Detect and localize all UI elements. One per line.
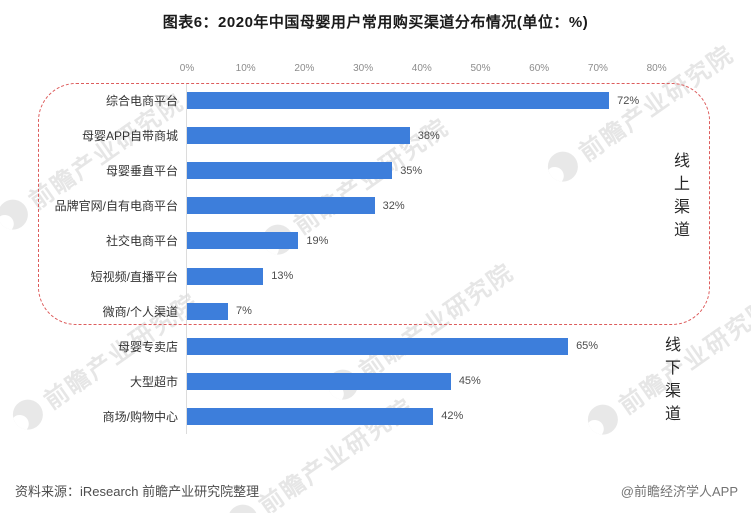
bar bbox=[187, 232, 299, 250]
bar-row: 社交电商平台 19% bbox=[0, 223, 711, 258]
category-label: 品牌官网/自有电商平台 bbox=[54, 199, 178, 214]
x-axis-tick-label: 80% bbox=[646, 63, 667, 74]
bar-row: 大型超市 45% bbox=[0, 364, 711, 399]
value-label: 65% bbox=[576, 340, 599, 353]
bar bbox=[187, 407, 434, 425]
bar-row: 商场/购物中心 42% bbox=[0, 399, 711, 434]
x-axis: 0% 10% 20% 30% 40% 50% 60% 70% 80% bbox=[180, 63, 667, 77]
category-label: 短视频/直播平台 bbox=[90, 269, 178, 284]
value-label: 13% bbox=[271, 270, 294, 283]
bar-row: 短视频/直播平台 13% bbox=[0, 258, 711, 293]
credit-note: @前瞻经济学人APP bbox=[620, 484, 738, 499]
value-label: 7% bbox=[236, 305, 252, 318]
x-axis-tick-label: 50% bbox=[470, 63, 491, 74]
value-label: 35% bbox=[400, 164, 423, 177]
chart-title: 图表6：2020年中国母婴用户常用购买渠道分布情况(单位：%) bbox=[162, 14, 589, 31]
category-label: 大型超市 bbox=[129, 374, 178, 389]
bar bbox=[187, 267, 264, 285]
category-label: 商场/购物中心 bbox=[102, 409, 178, 424]
category-label: 母婴专卖店 bbox=[117, 339, 178, 354]
x-axis-tick-label: 70% bbox=[587, 63, 608, 74]
y-axis-line bbox=[186, 84, 187, 434]
bar-row: 母婴APP自带商城 38% bbox=[0, 118, 711, 153]
bar bbox=[187, 127, 410, 145]
x-axis-tick-label: 40% bbox=[411, 63, 432, 74]
bar bbox=[187, 372, 451, 390]
bar bbox=[187, 337, 569, 355]
value-label: 38% bbox=[417, 129, 440, 142]
x-axis-tick-label: 10% bbox=[235, 63, 256, 74]
category-label: 母婴APP自带商城 bbox=[81, 129, 178, 144]
offline-group-label: 线下渠道 bbox=[662, 336, 679, 428]
bar-row: 母婴专卖店 65% bbox=[0, 329, 711, 364]
value-label: 19% bbox=[306, 234, 329, 247]
bar bbox=[187, 92, 610, 110]
value-label: 32% bbox=[382, 199, 405, 212]
x-axis-tick-label: 30% bbox=[353, 63, 374, 74]
bar-row: 微商/个人渠道 7% bbox=[0, 294, 711, 329]
online-group-label: 线上渠道 bbox=[671, 152, 688, 244]
category-label: 微商/个人渠道 bbox=[102, 304, 178, 319]
bar bbox=[187, 197, 375, 215]
category-label: 社交电商平台 bbox=[105, 234, 178, 249]
source-note: 资料来源：iResearch 前瞻产业研究院整理 bbox=[15, 484, 260, 499]
x-axis-tick-label: 60% bbox=[529, 63, 550, 74]
category-label: 母婴垂直平台 bbox=[105, 164, 178, 179]
value-label: 72% bbox=[617, 94, 640, 107]
category-label: 综合电商平台 bbox=[105, 94, 178, 109]
bar-row: 母婴垂直平台 35% bbox=[0, 153, 711, 188]
qianzhan-logo-icon bbox=[221, 498, 264, 513]
value-label: 42% bbox=[441, 410, 464, 423]
bar-row: 综合电商平台 72% bbox=[0, 83, 711, 118]
x-axis-tick-label: 20% bbox=[294, 63, 315, 74]
bar bbox=[187, 162, 393, 180]
bar-row: 品牌官网/自有电商平台 32% bbox=[0, 188, 711, 223]
x-axis-tick-label: 0% bbox=[179, 63, 195, 74]
bar bbox=[187, 302, 229, 320]
bar-rows: 综合电商平台 72% 母婴APP自带商城 38% 母婴垂直平台 35% 品牌官网/自有电商平… bbox=[0, 83, 711, 434]
value-label: 45% bbox=[458, 375, 481, 388]
